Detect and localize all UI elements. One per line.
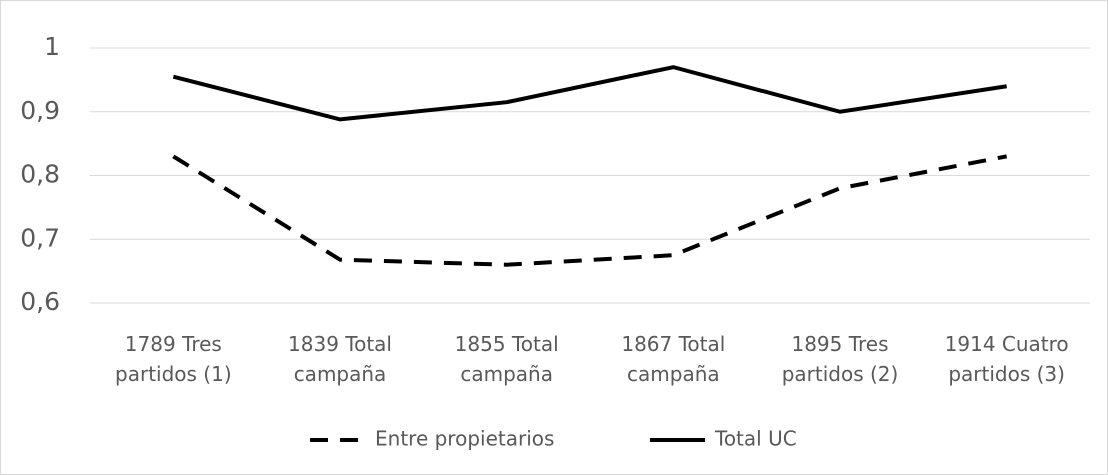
x-tick-label: 1914 Cuatro partidos (3)	[945, 332, 1069, 386]
legend-label: Entre propietarios	[375, 427, 554, 451]
legend-label: Total UC	[714, 427, 797, 451]
y-tick-label: 0,6	[20, 287, 60, 316]
series-line	[172, 154, 1008, 267]
x-tick-label: 1855 Total campaña	[455, 332, 559, 386]
y-tick-label: 0,8	[20, 160, 60, 189]
x-tick-label: 1839 Total campaña	[288, 332, 392, 386]
y-tick-label: 0,9	[20, 96, 60, 125]
x-tick-label: 1789 Tres partidos (1)	[115, 332, 232, 386]
y-tick-label: 0,7	[20, 223, 60, 252]
x-tick-label: 1895 Tres partidos (2)	[782, 332, 899, 386]
y-tick-label: 1	[44, 32, 60, 61]
x-tick-label: 1867 Total campaña	[621, 332, 725, 386]
series-line	[172, 65, 1007, 122]
